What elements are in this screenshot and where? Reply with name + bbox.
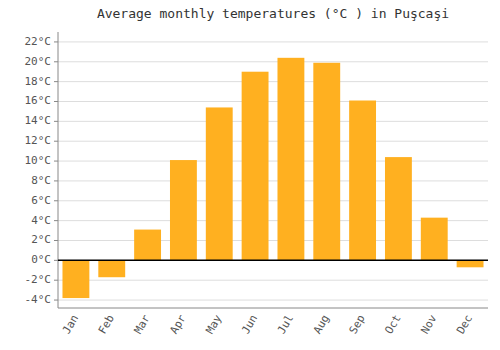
chart: Average monthly temperatures (°C ) in Pu… [0, 0, 500, 350]
grid [58, 42, 488, 300]
tick-label: 2°C [31, 233, 51, 246]
bar [313, 63, 340, 261]
grid-line [58, 300, 488, 301]
title: Average monthly temperatures (°C ) in Pu… [97, 6, 449, 21]
x-axis-line [58, 308, 488, 309]
grid-line [58, 180, 488, 181]
tick-mark [54, 300, 58, 301]
tick-mark [54, 161, 58, 162]
tick-mark [54, 200, 58, 201]
tick-mark [54, 61, 58, 62]
tick-label: 10°C [25, 154, 52, 167]
chart-container: Average monthly temperatures (°C ) in Pu… [0, 0, 500, 350]
grid-line [58, 260, 488, 261]
category-label: Oct [382, 313, 403, 337]
y-axis: -4°C -2°C 0°C 2°C 4°C 6°C 8°C 10°C 12°C 14°C 16°C 1… [25, 32, 59, 308]
tick-label: 22°C [25, 35, 52, 48]
tick-label: 14°C [25, 114, 52, 127]
category-label: Mar [132, 312, 153, 336]
tick-label: 18°C [25, 75, 52, 88]
grid-line [58, 280, 488, 281]
tick-mark [54, 81, 58, 82]
y-axis-line [58, 32, 59, 308]
tick-mark [54, 240, 58, 241]
tick-label: 20°C [25, 55, 52, 68]
category-label: Sep [347, 313, 368, 337]
bar [242, 72, 269, 261]
bar [277, 58, 304, 261]
zero-line [58, 260, 488, 262]
grid-line [58, 101, 488, 102]
bar [421, 218, 448, 261]
tick-label: 4°C [31, 214, 51, 227]
grid-line [58, 41, 488, 42]
category-label: Jul [275, 313, 296, 337]
tick-label: -4°C [25, 293, 52, 306]
bar [170, 160, 197, 260]
tick-label: 16°C [25, 94, 52, 107]
category-label: Apr [167, 312, 188, 336]
tick-mark [54, 260, 58, 261]
tick-label: 8°C [31, 174, 51, 187]
tick-mark [54, 280, 58, 281]
category-label: Feb [96, 313, 117, 337]
grid-line [58, 161, 488, 162]
grid-line [58, 61, 488, 62]
bar [349, 101, 376, 261]
category-label: Dec [454, 313, 475, 337]
tick-mark [54, 180, 58, 181]
bar [385, 157, 412, 260]
bar [98, 260, 125, 277]
bar [134, 230, 161, 261]
bar [457, 260, 484, 267]
tick-mark [54, 121, 58, 122]
tick-mark [54, 220, 58, 221]
grid-line [58, 141, 488, 142]
tick-mark [54, 141, 58, 142]
bar [62, 260, 89, 298]
category-label: May [203, 312, 224, 336]
tick-label: 0°C [31, 253, 51, 266]
tick-label: -2°C [25, 273, 52, 286]
bar [206, 107, 233, 260]
tick-label: 6°C [31, 194, 51, 207]
x-axis: Jan Feb Mar Apr May Jun Jul Aug Sep Oct Nov Dec [58, 308, 488, 336]
category-label: Aug [311, 313, 332, 337]
bars [58, 58, 488, 298]
grid-line [58, 81, 488, 82]
category-label: Nov [418, 312, 439, 336]
tick-mark [54, 101, 58, 102]
tick-label: 12°C [25, 134, 52, 147]
category-label: Jan [60, 313, 81, 337]
grid-line [58, 200, 488, 201]
tick-mark [54, 41, 58, 42]
category-label: Jun [239, 313, 260, 337]
grid-line [58, 121, 488, 122]
